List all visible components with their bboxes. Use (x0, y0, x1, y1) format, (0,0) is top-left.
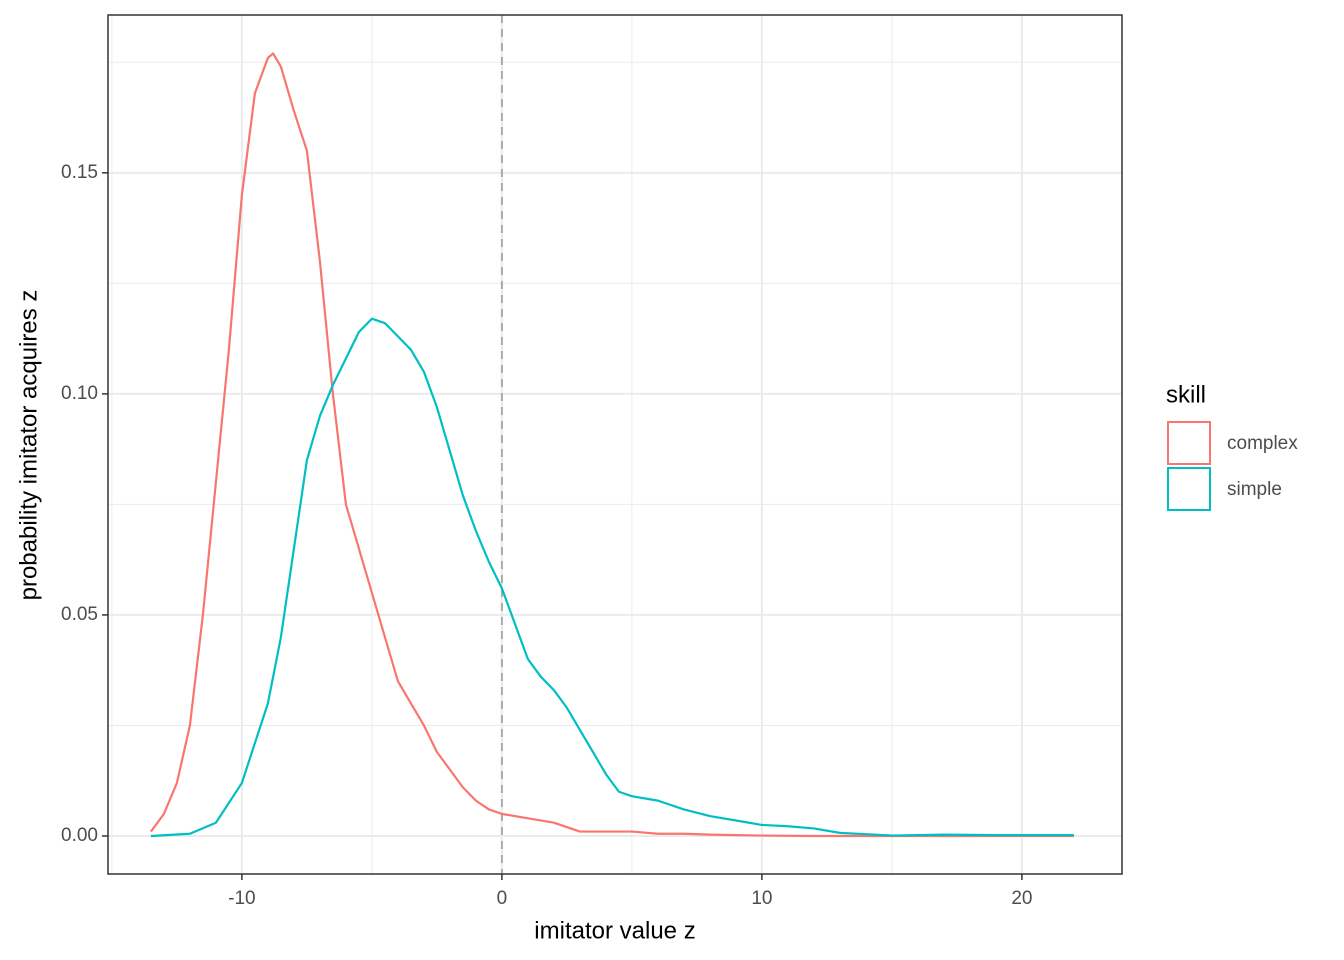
line (150, 317, 1074, 838)
y-tick-label: 0.00 (61, 825, 98, 846)
y-tick-label: 0.05 (61, 604, 98, 625)
x-tick-label: -10 (228, 888, 255, 909)
legend-key (1167, 467, 1211, 511)
x-tick-label: 0 (497, 888, 508, 909)
legend-title: skill (1166, 381, 1206, 408)
x-axis-label: imitator value z (534, 917, 695, 944)
x-tick-label: 10 (751, 888, 772, 909)
line (150, 52, 1074, 838)
y-tick-label: 0.15 (61, 162, 98, 183)
legend-label: complex (1227, 433, 1298, 454)
x-tick-label: 20 (1011, 888, 1032, 909)
y-tick-label: 0.10 (61, 383, 98, 404)
y-axis-label: probability imitator acquires z (15, 290, 42, 601)
panel-border (107, 14, 1123, 875)
legend-key (1167, 421, 1211, 465)
legend-label: simple (1227, 479, 1282, 500)
